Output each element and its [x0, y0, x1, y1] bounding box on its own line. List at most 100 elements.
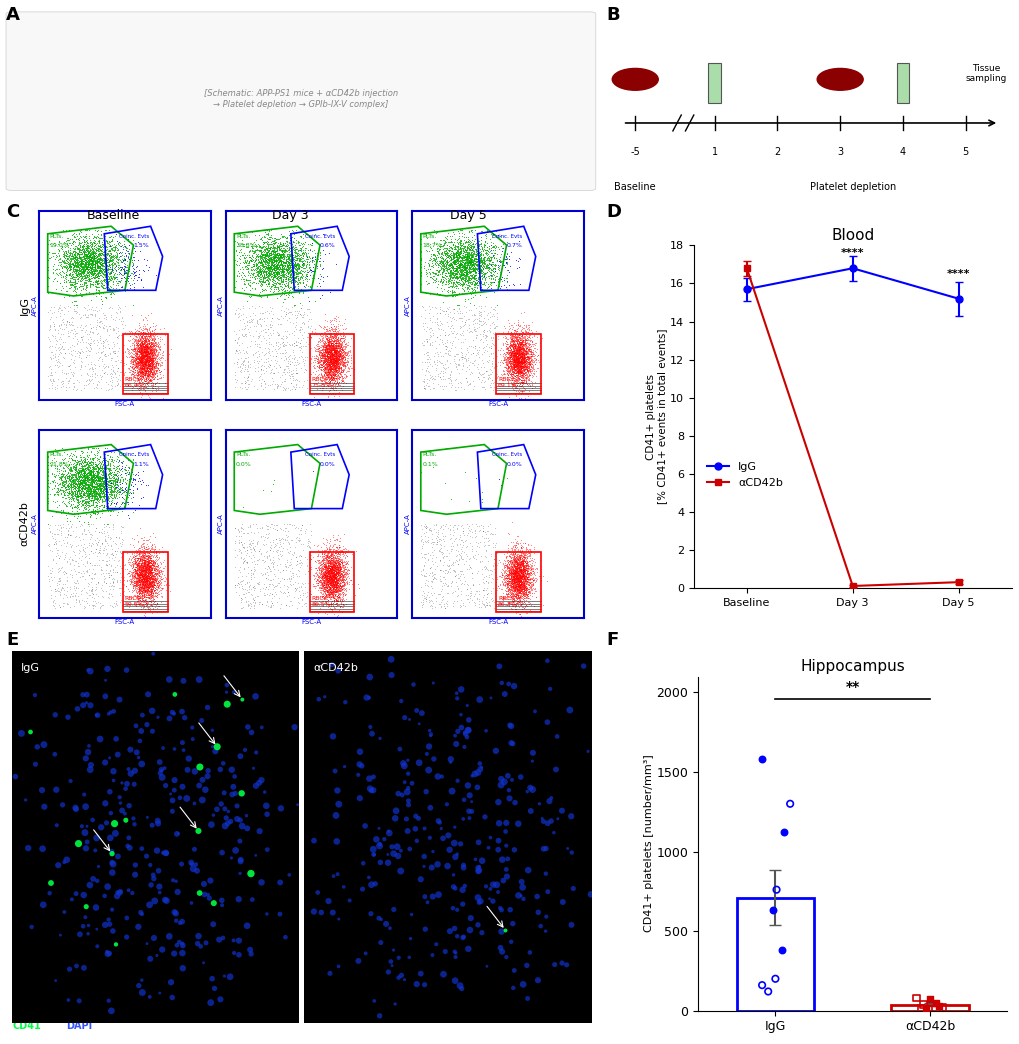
Point	[81, 257, 97, 274]
Point	[303, 311, 319, 328]
Point	[335, 878, 352, 895]
Point	[247, 241, 263, 258]
Point	[320, 338, 336, 355]
Point	[430, 243, 446, 260]
Point	[325, 359, 341, 376]
Point	[320, 348, 336, 364]
Point	[323, 573, 339, 590]
Point	[510, 337, 526, 354]
Point	[442, 261, 459, 278]
Point	[150, 543, 166, 560]
Point	[325, 343, 341, 360]
Point	[449, 239, 466, 256]
Point	[315, 355, 331, 372]
Point	[251, 353, 267, 370]
Point	[322, 353, 338, 370]
Point	[320, 354, 336, 371]
Point	[414, 335, 430, 352]
Point	[126, 867, 143, 883]
Point	[228, 576, 245, 593]
Point	[136, 569, 152, 586]
Point	[453, 270, 470, 287]
Point	[500, 567, 517, 584]
Point	[75, 464, 92, 480]
Point	[321, 567, 337, 584]
Point	[453, 317, 470, 334]
Point	[266, 357, 282, 374]
Point	[510, 350, 526, 366]
Point	[315, 334, 331, 351]
Point	[121, 473, 138, 490]
Point	[277, 596, 293, 613]
Point	[101, 252, 117, 268]
Point	[318, 586, 334, 602]
Point	[513, 575, 529, 592]
Point	[138, 553, 154, 570]
Point	[503, 345, 520, 361]
Point	[76, 500, 93, 517]
Point	[517, 355, 533, 372]
Point	[476, 559, 492, 575]
Point	[317, 542, 333, 559]
Point	[76, 264, 93, 281]
Point	[507, 560, 524, 576]
Point	[446, 246, 463, 263]
Point	[484, 256, 500, 272]
Point	[95, 469, 111, 485]
Point	[322, 325, 338, 341]
Point	[144, 557, 160, 574]
Point	[250, 267, 266, 284]
Point	[467, 270, 483, 287]
Point	[323, 347, 339, 363]
Point	[323, 355, 339, 372]
Point	[516, 354, 532, 371]
Point	[54, 453, 70, 470]
Point	[506, 346, 523, 362]
Point	[516, 372, 532, 388]
Point	[235, 550, 252, 567]
Point	[148, 570, 164, 587]
Point	[272, 235, 288, 252]
Point	[516, 363, 532, 380]
Point	[233, 516, 250, 532]
Point	[336, 349, 353, 365]
Point	[516, 563, 532, 579]
Text: E: E	[6, 631, 18, 648]
Point	[137, 367, 153, 384]
Point	[136, 324, 152, 340]
Point	[67, 467, 84, 483]
Point	[518, 580, 534, 597]
Point	[48, 576, 64, 593]
Point	[107, 470, 123, 487]
Point	[513, 333, 529, 350]
Point	[82, 263, 98, 280]
Point	[76, 489, 93, 505]
Point	[141, 372, 157, 388]
Point	[468, 254, 484, 270]
Point	[318, 353, 334, 370]
Point	[507, 578, 524, 595]
Point	[78, 338, 95, 355]
Point	[61, 554, 77, 571]
Point	[512, 577, 528, 594]
Point	[329, 589, 345, 606]
Point	[126, 552, 143, 569]
Point	[326, 379, 342, 396]
Point	[515, 341, 531, 358]
Point	[76, 228, 93, 244]
Point	[514, 333, 530, 350]
Point	[101, 280, 117, 296]
Point	[143, 342, 159, 359]
Point	[444, 236, 461, 253]
Point	[274, 237, 290, 254]
Point	[149, 355, 165, 372]
Point	[130, 560, 147, 576]
Point	[67, 255, 84, 271]
Point	[70, 440, 87, 456]
Point	[139, 353, 155, 370]
Point	[516, 342, 532, 359]
Point	[141, 555, 157, 572]
Point	[475, 520, 491, 537]
Point	[124, 566, 141, 583]
Point	[334, 343, 351, 360]
